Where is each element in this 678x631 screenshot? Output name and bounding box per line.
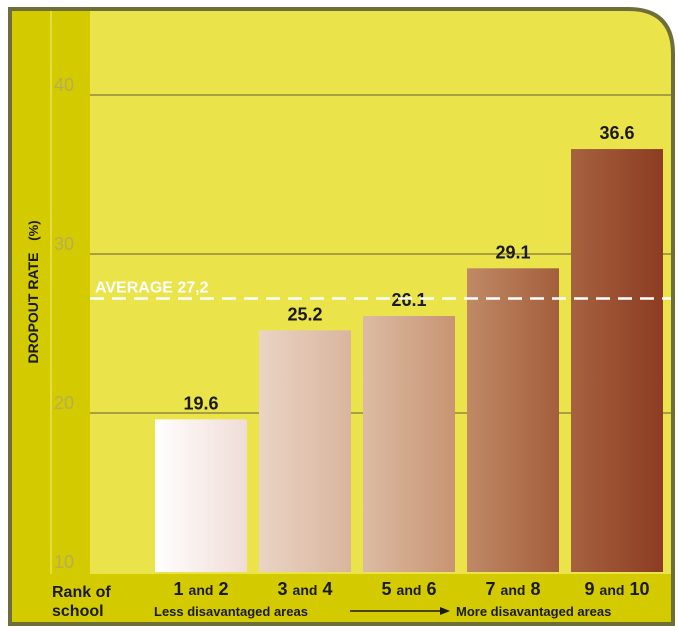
- y-tick-labels: 10 20 30 40: [54, 75, 74, 572]
- category-labels: 1 and 2 3 and 4 5 and 6 7 and 8 9 and 10: [174, 579, 650, 599]
- x-axis-label-band: [10, 574, 673, 624]
- category-label: 3 and 4: [278, 579, 333, 599]
- bars: [155, 149, 663, 572]
- bar-4: [467, 268, 559, 572]
- x-axis-title-line2: school: [52, 603, 104, 620]
- chart-frame: [8, 7, 675, 626]
- x-axis-right-note: More disavantaged areas: [456, 604, 611, 619]
- category-label: 5 and 6: [382, 579, 437, 599]
- bar-1: [155, 419, 247, 572]
- arrow-head-icon: [440, 607, 450, 615]
- bar-value-labels: 19.6 25.2 26.1 29.1 36.6: [183, 123, 634, 413]
- y-axis-title: DROPOUT RATE (%): [25, 220, 41, 363]
- bar-5: [571, 149, 663, 572]
- bar-3: [363, 316, 455, 572]
- category-label: 7 and 8: [486, 579, 541, 599]
- bar-value-label: 29.1: [495, 242, 530, 262]
- y-axis-unit: (%): [26, 220, 41, 240]
- category-label: 1 and 2: [174, 579, 229, 599]
- y-tick-label: 30: [54, 234, 74, 254]
- average-label: AVERAGE 27,2: [95, 280, 209, 297]
- bar-value-label: 25.2: [287, 304, 322, 324]
- category-label: 9 and 10: [585, 579, 650, 599]
- x-axis-title-line1: Rank of: [52, 584, 111, 601]
- bar-value-label: 36.6: [599, 123, 634, 143]
- x-axis-left-note: Less disavantaged areas: [154, 604, 308, 619]
- bar-value-label: 26.1: [391, 290, 426, 310]
- y-axis-label-band: [10, 9, 90, 624]
- y-axis-title-text: DROPOUT RATE: [25, 253, 41, 364]
- bar-2: [259, 330, 351, 572]
- y-tick-label: 40: [54, 75, 74, 95]
- bar-value-label: 19.6: [183, 393, 218, 413]
- y-tick-label: 20: [54, 393, 74, 413]
- y-tick-label: 10: [54, 552, 74, 572]
